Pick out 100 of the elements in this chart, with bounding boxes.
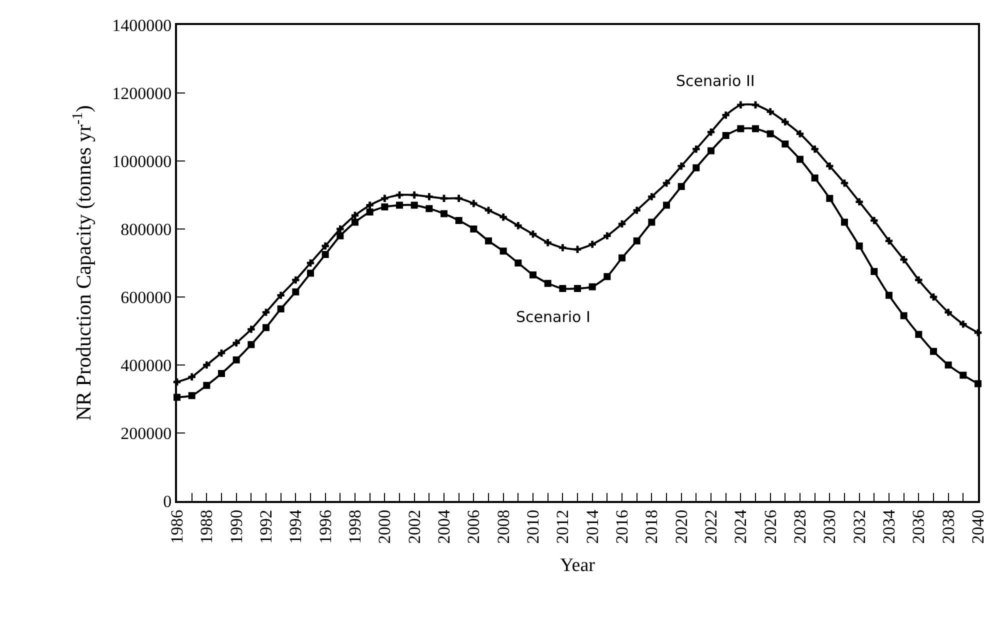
point xyxy=(826,194,834,202)
point xyxy=(322,242,329,250)
point xyxy=(248,341,255,348)
point xyxy=(663,202,670,209)
point xyxy=(262,308,270,316)
point xyxy=(440,210,448,218)
point xyxy=(203,382,210,389)
point xyxy=(618,254,626,262)
point xyxy=(678,162,685,170)
point xyxy=(766,108,774,116)
point xyxy=(248,326,255,333)
x-tick-label: 2036 xyxy=(909,510,928,544)
point xyxy=(811,146,818,153)
point xyxy=(410,191,418,199)
point xyxy=(944,362,952,368)
point xyxy=(336,232,344,240)
point xyxy=(455,217,462,224)
point xyxy=(455,194,462,202)
point xyxy=(588,240,596,248)
point xyxy=(782,140,789,148)
y-tick-label: 1400000 xyxy=(112,16,172,35)
point xyxy=(470,200,478,208)
point xyxy=(544,239,552,246)
point xyxy=(277,292,284,299)
point xyxy=(500,214,507,221)
point xyxy=(366,202,374,209)
point xyxy=(470,226,478,232)
point xyxy=(678,183,685,190)
point xyxy=(396,202,403,209)
x-tick-label: 2030 xyxy=(820,510,840,544)
point xyxy=(277,305,284,312)
point xyxy=(530,271,536,278)
point xyxy=(381,203,388,210)
x-tick-label: 1986 xyxy=(168,510,187,544)
x-tick-label: 1992 xyxy=(256,510,276,544)
point xyxy=(232,339,240,346)
point xyxy=(900,256,908,264)
point xyxy=(232,356,240,364)
point xyxy=(915,330,922,338)
point xyxy=(856,242,863,250)
x-tick-label: 1990 xyxy=(226,510,246,544)
point xyxy=(722,132,730,139)
point xyxy=(322,251,329,258)
point xyxy=(811,174,818,182)
x-axis-title: Year xyxy=(560,555,596,576)
y-tick-label: 200000 xyxy=(120,424,172,443)
x-tick-label: 2004 xyxy=(434,509,454,544)
x-tick-label: 2022 xyxy=(702,510,721,544)
point xyxy=(633,237,640,244)
point xyxy=(960,320,967,328)
point xyxy=(188,392,196,400)
point xyxy=(796,130,804,138)
point xyxy=(292,276,300,284)
point xyxy=(218,350,226,357)
point xyxy=(588,283,596,290)
series-label: Scenario I xyxy=(516,308,590,326)
point xyxy=(426,205,433,212)
y-tick-label: 400000 xyxy=(120,356,172,375)
point xyxy=(381,194,388,202)
point xyxy=(559,285,566,292)
point xyxy=(648,193,656,200)
x-tick-label: 2026 xyxy=(760,510,780,544)
x-tick-label: 2010 xyxy=(524,510,543,544)
x-tick-label: 2020 xyxy=(672,510,691,544)
point xyxy=(707,128,715,136)
point xyxy=(366,208,374,216)
y-tick-label: 0 xyxy=(163,492,172,511)
x-tick-label: 1996 xyxy=(316,510,335,544)
point xyxy=(737,101,744,108)
point xyxy=(426,193,433,200)
point xyxy=(307,270,314,277)
point xyxy=(604,273,611,280)
point xyxy=(336,225,344,233)
point xyxy=(440,194,448,202)
point xyxy=(262,324,270,332)
point xyxy=(722,112,730,119)
point xyxy=(203,361,210,369)
point xyxy=(796,156,804,163)
x-tick-label: 2002 xyxy=(404,510,424,544)
point xyxy=(826,162,834,170)
point xyxy=(352,218,358,226)
point xyxy=(559,244,566,252)
point xyxy=(900,312,908,320)
point xyxy=(870,268,878,275)
point xyxy=(870,216,878,224)
x-tick-label: 2034 xyxy=(880,509,899,544)
y-tick-label: 1000000 xyxy=(112,152,172,171)
x-tick-label: 1998 xyxy=(346,510,365,544)
x-tick-label: 1994 xyxy=(286,509,306,544)
x-tick-label: 2018 xyxy=(642,510,662,544)
x-tick-label: 2012 xyxy=(553,510,572,544)
x-tick-label: 2014 xyxy=(582,509,602,544)
point xyxy=(886,292,892,299)
point xyxy=(840,180,848,187)
point xyxy=(514,222,522,230)
point xyxy=(885,237,893,244)
point xyxy=(960,372,967,379)
point xyxy=(529,230,537,238)
point xyxy=(752,101,760,108)
x-tick-label: 2038 xyxy=(938,510,958,544)
